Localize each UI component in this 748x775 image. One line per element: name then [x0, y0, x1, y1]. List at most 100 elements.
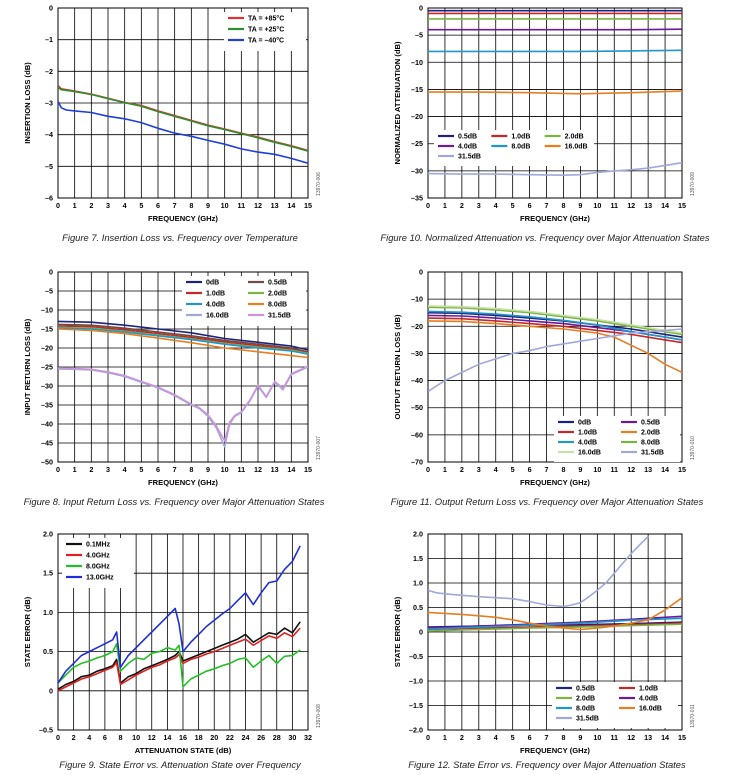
x-tick-label: 12: [148, 733, 156, 742]
figure-7-svg: 0 1 2 3 4 5 6 7 8 9 10 11 12 13 14 150–1–2–3–4–5–6FREQU…: [23, 4, 322, 224]
legend: 0dB 0.5dB 1.0dB 2.0dB 4.0dB 8.0dB 16.0dB 31.5dB: [554, 416, 680, 462]
y-tick-label: –3: [45, 99, 53, 108]
y-tick-label: –70: [411, 458, 423, 467]
x-tick-label: 16: [179, 733, 187, 742]
x-tick-label: 8: [561, 733, 565, 742]
y-tick-label: –20: [411, 112, 423, 121]
legend: 0.1MHz 4.0GHz 8.0GHz 13.0GHz: [62, 538, 134, 588]
y-tick-label: –10: [411, 295, 423, 304]
x-tick-label: 2: [460, 465, 464, 474]
legend-label: TA = –40°C: [248, 37, 284, 45]
legend: 0dB 0.5dB 1.0dB 2.0dB 4.0dB 8.0dB 16.0dB 31.5dB: [182, 276, 306, 326]
figure-10-caption: Figure 10. Normalized Attenuation vs. Fr…: [380, 232, 710, 243]
y-tick-label: –10: [411, 58, 423, 67]
x-tick-label: 14: [661, 201, 669, 210]
y-tick-label: –15: [41, 325, 53, 334]
legend-label: 31.5dB: [458, 154, 481, 161]
x-tick-label: 9: [578, 465, 582, 474]
legend-label: 2.0dB: [565, 134, 584, 141]
legend-background: [62, 538, 134, 588]
x-tick-label: 6: [528, 465, 532, 474]
series-line: [428, 49, 682, 53]
y-tick-label: –50: [41, 458, 53, 467]
y-tick-label: –20: [411, 322, 423, 331]
x-tick-label: 0: [56, 465, 60, 474]
y-tick-label: –30: [41, 382, 53, 391]
legend-label: 0dB: [578, 420, 591, 427]
figure-10-svg: 0 1 2 3 4 5 6 7 8 9 10 11 12 13 14 150–5–10–15–20–25–30…: [393, 4, 696, 224]
legend-label: 2.0dB: [641, 430, 660, 437]
x-tick-label: 14: [661, 733, 669, 742]
x-tick-label: 2: [89, 201, 93, 210]
x-tick-label: 5: [511, 201, 515, 210]
figure-11-caption: Figure 11. Output Return Loss vs. Freque…: [390, 496, 704, 507]
series-line: [58, 365, 308, 442]
x-tick-label: 15: [678, 733, 686, 742]
figure-9-caption: Figure 9. State Error vs. Attenuation St…: [59, 759, 301, 770]
series-line: [428, 28, 682, 31]
x-tick-label: 22: [226, 733, 234, 742]
x-tick-label: 4: [494, 201, 498, 210]
series-line: [428, 90, 682, 95]
series-line: [428, 317, 682, 344]
legend-background: [434, 130, 594, 166]
figure-side-code: 13970-006: [316, 172, 322, 196]
figure-side-code: 13970-008: [316, 704, 322, 728]
x-tick-label: 7: [545, 201, 549, 210]
series-line: [428, 615, 682, 629]
y-tick-label: –25: [41, 363, 53, 372]
figure-7-caption: Figure 7. Insertion Loss vs. Frequency o…: [62, 232, 298, 243]
y-tick-label: 0: [419, 4, 423, 13]
x-tick-label: 0: [426, 201, 430, 210]
series-line: [428, 161, 682, 176]
legend-label: 16.0dB: [565, 144, 588, 151]
legend-label: 0.5dB: [576, 686, 595, 693]
x-axis-label: ATTENUATION STATE (dB): [135, 746, 232, 755]
y-axis-label: STATE ERROR (dB): [393, 596, 402, 667]
x-tick-label: 10: [593, 465, 601, 474]
series-line: [58, 643, 301, 688]
x-tick-label: 1: [443, 201, 447, 210]
x-tick-label: 4: [87, 733, 91, 742]
series-group: [428, 305, 682, 393]
legend-label: 16.0dB: [206, 313, 229, 320]
x-tick-label: 8: [189, 201, 193, 210]
x-tick-label: 9: [578, 201, 582, 210]
x-tick-label: 0: [56, 201, 60, 210]
x-tick-label: 12: [254, 201, 262, 210]
legend-label: 4.0dB: [206, 302, 225, 309]
y-tick-label: –4: [45, 130, 53, 139]
x-tick-label: 4: [123, 465, 127, 474]
x-tick-label: 10: [593, 201, 601, 210]
series-line: [58, 366, 308, 448]
y-tick-label: –0.5: [409, 652, 423, 661]
x-tick-label: 28: [273, 733, 281, 742]
figure-12-caption: Figure 12. State Error vs. Frequency ove…: [408, 759, 686, 770]
x-tick-label: 14: [287, 201, 295, 210]
x-tick-label: 3: [477, 733, 481, 742]
x-tick-label: 6: [528, 201, 532, 210]
x-tick-label: 9: [206, 465, 210, 474]
legend-label: 4.0dB: [458, 144, 477, 151]
series-group: [58, 320, 308, 448]
figure-11-output-return-loss-chart: 0 1 2 3 4 5 6 7 8 9 10 11 12 13 14 15 0 –10 –20 –30 –40 –50 –6…: [384, 266, 704, 488]
y-tick-label: –1: [45, 35, 53, 44]
x-tick-label: 1: [443, 465, 447, 474]
x-axis-label: FREQUENCY (GHz): [148, 478, 218, 487]
y-tick-label: –5: [45, 162, 53, 171]
series-line: [58, 327, 308, 355]
legend-label: 31.5dB: [576, 716, 599, 723]
y-tick-label: –5: [45, 287, 53, 296]
x-tick-label: 5: [139, 201, 143, 210]
plot-frame: [57, 533, 309, 731]
legend-background: [182, 276, 306, 326]
legend-label: 8.0dB: [641, 440, 660, 447]
x-tick-label: 14: [163, 733, 171, 742]
x-tick-label: 3: [477, 465, 481, 474]
x-tick-label: 3: [477, 201, 481, 210]
x-tick-label: 1: [443, 733, 447, 742]
x-tick-label: 5: [511, 465, 515, 474]
series-line: [58, 627, 301, 692]
legend-label: 0.5dB: [641, 420, 660, 427]
x-tick-label: 7: [545, 733, 549, 742]
